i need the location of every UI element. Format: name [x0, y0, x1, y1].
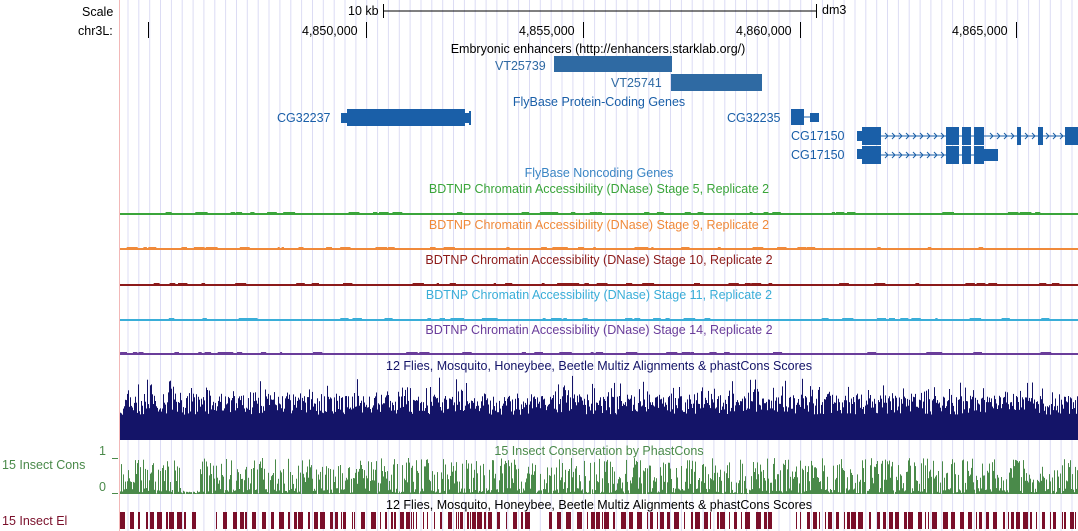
scale-label: Scale	[82, 5, 114, 19]
enhancer-vt25739[interactable]	[554, 56, 672, 72]
gene-cg32237[interactable]	[341, 109, 471, 126]
ruler-tick-label-3: 4,860,000	[736, 24, 792, 38]
scale-value: 10 kb	[348, 4, 379, 18]
track-title-enhancers[interactable]: Embryonic enhancers (http://enhancers.st…	[450, 42, 746, 56]
conserved-elements[interactable]	[120, 512, 1076, 529]
enhancer-label-vt25739[interactable]: VT25739	[495, 59, 546, 73]
track-title-dnase-stage10[interactable]: BDTNP Chromatin Accessibility (DNase) St…	[425, 253, 773, 267]
phastcons-wiggle[interactable]	[120, 458, 1078, 494]
protein-coding-gene-features[interactable]	[341, 109, 1078, 164]
assembly-label: dm3	[822, 3, 847, 17]
phastcons-axis-max: 1	[99, 444, 106, 458]
track-title-dnase-stage11[interactable]: BDTNP Chromatin Accessibility (DNase) St…	[425, 288, 773, 302]
dnase-stage9-signal[interactable]	[120, 248, 1078, 250]
ruler-tick-label-1: 4,850,000	[302, 24, 358, 38]
gene-cg32235[interactable]	[791, 109, 819, 125]
track-title-dnase-stage9[interactable]: BDTNP Chromatin Accessibility (DNase) St…	[428, 218, 770, 232]
phastcons-axis	[112, 458, 118, 494]
track-title-multiz-bottom[interactable]: 12 Flies, Mosquito, Honeybee, Beetle Mul…	[386, 498, 812, 512]
chromosome-label: chr3L:	[78, 24, 113, 38]
track-title-dnase-stage5[interactable]: BDTNP Chromatin Accessibility (DNase) St…	[428, 182, 770, 196]
dnase-baselines	[120, 212, 1078, 355]
gene-cg17150-isoform-1[interactable]	[857, 127, 1078, 145]
gene-label-cg32235[interactable]: CG32235	[727, 111, 781, 125]
gene-label-cg32237[interactable]: CG32237	[277, 111, 331, 125]
track-title-dnase-stage14[interactable]: BDTNP Chromatin Accessibility (DNase) St…	[425, 323, 773, 337]
ruler-tick-label-4: 4,865,000	[952, 24, 1008, 38]
phastcons-axis-min: 0	[99, 480, 106, 494]
gene-label-cg17150-1[interactable]: CG17150	[791, 129, 845, 143]
dnase-stage10-signal[interactable]	[120, 284, 1078, 286]
dnase-stage14-signal[interactable]	[120, 353, 1078, 355]
phastcons-side-label[interactable]: 15 Insect Cons	[2, 458, 86, 472]
track-title-noncoding[interactable]: FlyBase Noncoding Genes	[524, 166, 674, 180]
multiz-wiggle[interactable]	[120, 375, 1078, 440]
ruler-tick-label-2: 4,855,000	[519, 24, 575, 38]
gene-label-cg17150-2[interactable]: CG17150	[791, 148, 845, 162]
enhancer-label-vt25741[interactable]: VT25741	[611, 76, 662, 90]
enhancer-vt25741[interactable]	[671, 74, 762, 91]
track-title-multiz-top[interactable]: 12 Flies, Mosquito, Honeybee, Beetle Mul…	[386, 359, 812, 373]
track-title-phastcons[interactable]: 15 Insect Conservation by PhastCons	[494, 444, 704, 458]
elements-side-label[interactable]: 15 Insect El	[2, 514, 68, 528]
dnase-stage11-signal[interactable]	[120, 319, 1078, 321]
ruler[interactable]	[148, 4, 1017, 38]
guide-lines	[127, 0, 1073, 531]
enhancer-features[interactable]	[554, 56, 762, 91]
dnase-stage5-signal[interactable]	[120, 213, 1078, 215]
gene-cg17150-isoform-2[interactable]	[857, 146, 998, 164]
track-title-protein-coding[interactable]: FlyBase Protein-Coding Genes	[512, 95, 686, 109]
